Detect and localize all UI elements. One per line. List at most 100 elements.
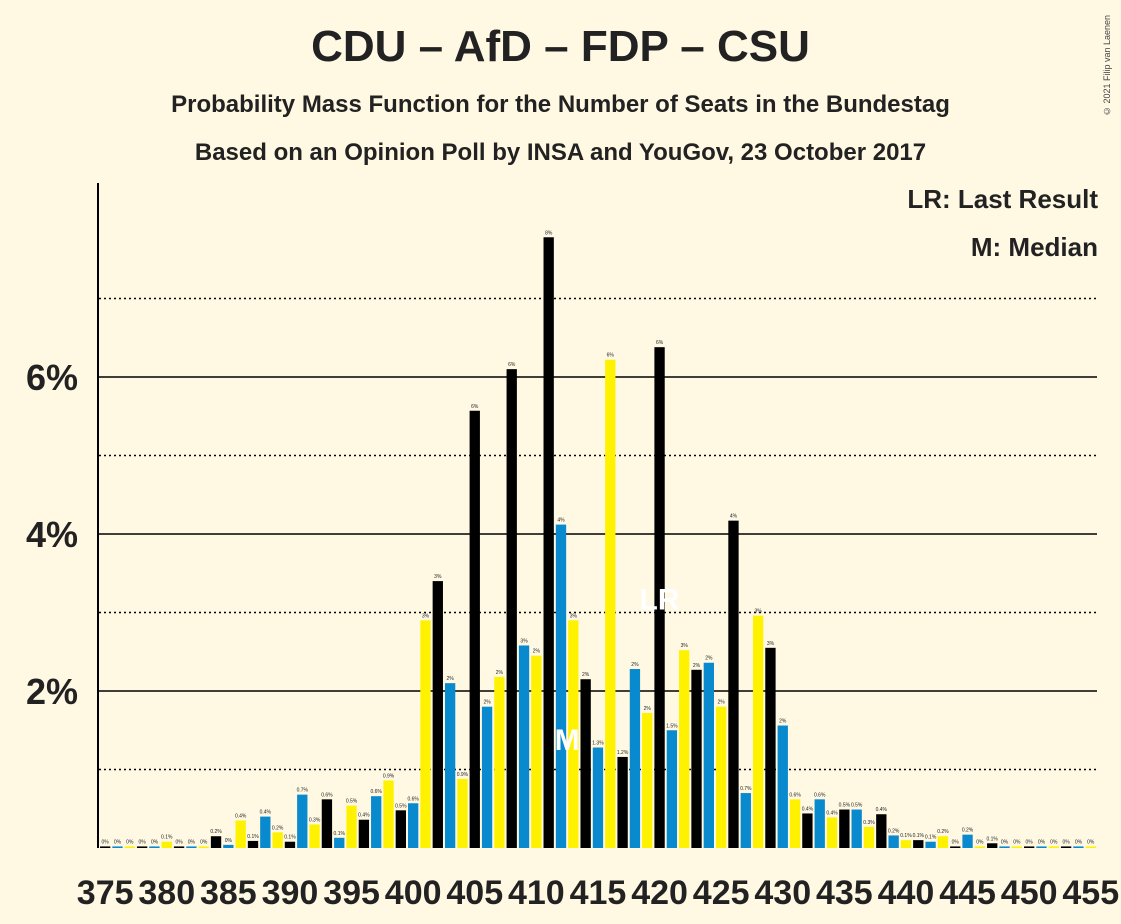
chart-subtitle: Probability Mass Function for the Number…	[171, 91, 950, 118]
legend-last-result: LR: Last Result	[907, 184, 1098, 214]
bar-431	[789, 799, 801, 848]
data-label-419: 2%	[644, 706, 652, 712]
bar-440	[900, 840, 912, 848]
data-label-376: 0%	[114, 839, 122, 845]
data-label-384: 0.2%	[210, 829, 222, 835]
bar-422	[679, 650, 690, 848]
bar-453	[1060, 846, 1072, 848]
bar-449	[1011, 846, 1022, 848]
x-tick-430: 430	[754, 874, 811, 912]
data-label-442: 0.1%	[925, 835, 937, 841]
bar-433	[814, 799, 825, 848]
bar-408	[506, 369, 517, 848]
data-label-412: 4%	[557, 518, 565, 524]
data-label-375: 0%	[102, 839, 110, 845]
data-label-448: 0%	[1001, 839, 1009, 845]
bar-402	[432, 581, 443, 848]
data-label-423: 2%	[693, 663, 701, 669]
bar-412	[555, 524, 567, 848]
data-label-406: 2%	[483, 700, 491, 706]
data-label-429: 3%	[767, 641, 775, 647]
bar-418	[629, 669, 641, 848]
y-tick-2: 2%	[26, 671, 78, 712]
bar-435	[839, 809, 850, 848]
bar-394	[334, 837, 345, 848]
bar-417	[617, 756, 628, 848]
bar-414	[580, 679, 591, 848]
bar-400	[408, 803, 419, 848]
data-label-421: 1.5%	[666, 723, 678, 729]
bar-404	[457, 778, 468, 848]
data-label-432: 0.4%	[802, 806, 814, 812]
bar-410	[531, 655, 542, 848]
bar-376	[112, 846, 123, 848]
bar-448	[999, 846, 1010, 848]
data-label-415: 1.3%	[592, 741, 604, 747]
data-label-381: 0%	[175, 839, 183, 845]
bar-451	[1036, 846, 1047, 848]
bar-384	[210, 836, 222, 848]
data-label-396: 0.4%	[358, 813, 370, 819]
bar-379	[149, 846, 160, 848]
bar-382	[186, 846, 197, 848]
bar-438	[876, 814, 887, 848]
bar-405	[469, 410, 480, 848]
bar-443	[937, 836, 949, 848]
data-label-428: 3%	[755, 609, 763, 615]
bar-434	[826, 817, 838, 848]
data-label-427: 0.7%	[740, 786, 752, 792]
bar-430	[777, 725, 788, 848]
last-result-marker: LR	[640, 584, 680, 617]
bar-386	[235, 820, 246, 848]
x-tick-380: 380	[138, 874, 195, 912]
data-label-408: 6%	[508, 362, 516, 368]
data-label-439: 0.2%	[888, 828, 900, 834]
gridlines	[99, 297, 1097, 771]
data-label-387: 0.1%	[247, 834, 259, 840]
x-tick-410: 410	[508, 874, 565, 912]
bar-415	[592, 747, 604, 848]
data-label-430: 2%	[779, 719, 787, 725]
x-tick-400: 400	[385, 874, 442, 912]
bar-399	[395, 810, 406, 848]
bar-419	[642, 712, 653, 848]
bar-392	[309, 824, 320, 848]
data-label-424: 2%	[705, 656, 713, 662]
bar-447	[987, 843, 998, 848]
data-label-394: 0.1%	[334, 831, 346, 837]
bar-421	[666, 730, 678, 848]
data-label-444: 0%	[952, 839, 960, 845]
data-label-453: 0%	[1063, 839, 1071, 845]
bar-416	[605, 359, 616, 848]
data-label-385: 0%	[225, 838, 233, 844]
data-label-422: 3%	[681, 643, 689, 649]
data-label-392: 0.3%	[309, 817, 321, 823]
data-label-449: 0%	[1013, 839, 1021, 845]
data-label-416: 6%	[607, 353, 615, 359]
data-label-445: 0.2%	[962, 828, 974, 834]
bar-423	[691, 669, 702, 848]
data-label-413: 3%	[570, 613, 578, 619]
x-tick-375: 375	[77, 874, 134, 912]
data-label-386: 0.4%	[235, 814, 247, 820]
data-label-382: 0%	[188, 839, 196, 845]
data-label-420: 6%	[656, 340, 664, 346]
bar-432	[802, 813, 813, 848]
data-label-446: 0%	[976, 839, 984, 845]
bar-377	[124, 846, 135, 848]
data-label-403: 2%	[447, 676, 455, 682]
data-label-451: 0%	[1038, 839, 1046, 845]
data-label-454: 0%	[1075, 839, 1083, 845]
bar-446	[974, 846, 986, 848]
bar-388	[260, 816, 271, 848]
data-label-425: 2%	[718, 700, 726, 706]
y-tick-4: 4%	[26, 514, 78, 555]
data-label-438: 0.4%	[876, 807, 888, 813]
bar-454	[1073, 846, 1084, 848]
legend-median: M: Median	[970, 232, 1098, 262]
bar-387	[247, 840, 259, 848]
bar-424	[703, 662, 714, 848]
y-tick-labels: 2% 4% 6%	[26, 357, 78, 712]
bar-445	[962, 834, 973, 848]
bar-381	[173, 846, 185, 848]
